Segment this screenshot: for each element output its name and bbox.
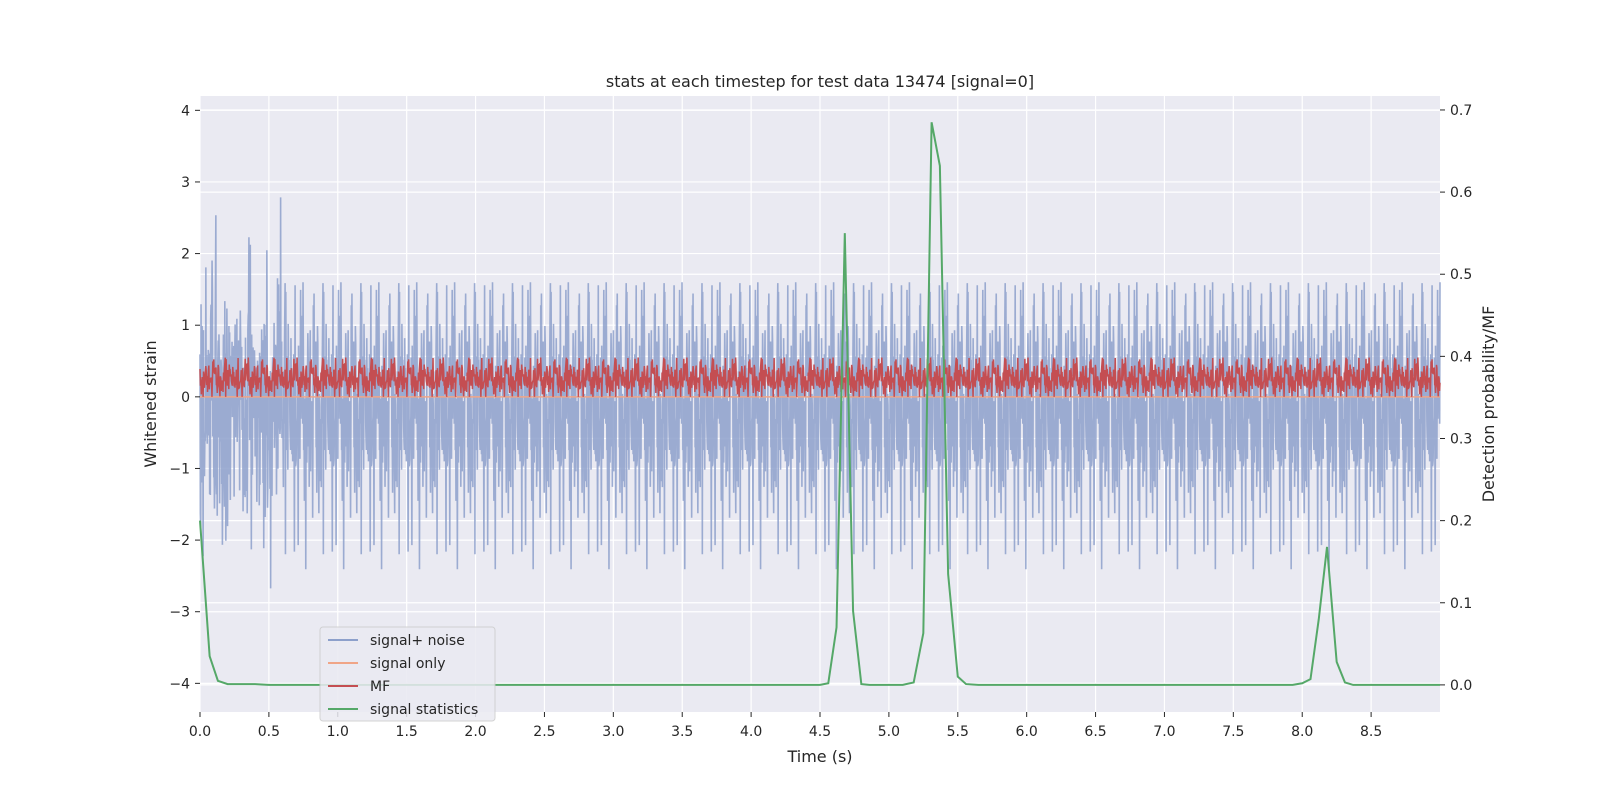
legend-label-mf: MF bbox=[370, 679, 390, 695]
x-tick-label: 0.5 bbox=[258, 724, 280, 740]
legend-label-signal-noise: signal+ noise bbox=[370, 633, 465, 649]
right-axis: 0.0 0.1 0.2 0.3 0.4 0.5 0.6 0.7 bbox=[1440, 103, 1472, 694]
y-tick-label: 4 bbox=[181, 103, 190, 119]
y-tick-label: −1 bbox=[169, 461, 190, 477]
series-signal-statistics bbox=[199, 122, 1440, 686]
x-tick-label: 8.5 bbox=[1360, 724, 1382, 740]
x-tick-label: 8.0 bbox=[1291, 724, 1313, 740]
y-tick-label: 2 bbox=[181, 247, 190, 263]
x-axis-label: Time (s) bbox=[786, 747, 852, 766]
y-right-tick-label: 0.7 bbox=[1450, 103, 1472, 119]
legend-box bbox=[319, 626, 496, 722]
bottom-axis: 0.0 0.5 1.0 1.5 2.0 2.5 3.0 3.5 4.0 4.5 5.0 5.5 6.0 6… bbox=[189, 712, 1382, 740]
series-signal-noise bbox=[199, 197, 1441, 589]
left-axis: −4 −3 −2 −1 0 1 2 3 4 bbox=[169, 103, 200, 692]
x-tick-label: 3.5 bbox=[671, 724, 693, 740]
y-tick-label: 3 bbox=[181, 175, 190, 191]
y-tick-label: −2 bbox=[169, 533, 190, 549]
x-tick-label: 7.0 bbox=[1153, 724, 1175, 740]
y-right-tick-label: 0.5 bbox=[1450, 267, 1472, 283]
y-right-tick-label: 0.1 bbox=[1450, 596, 1472, 612]
chart-title: stats at each timestep for test data 134… bbox=[606, 72, 1034, 91]
x-tick-label: 1.0 bbox=[327, 724, 349, 740]
x-tick-label: 4.0 bbox=[740, 724, 762, 740]
series-mf bbox=[199, 357, 1441, 397]
legend-label-signal-statistics: signal statistics bbox=[370, 702, 478, 718]
x-tick-label: 3.0 bbox=[602, 724, 624, 740]
x-tick-label: 1.5 bbox=[396, 724, 418, 740]
x-tick-label: 4.5 bbox=[809, 724, 831, 740]
y-right-tick-label: 0.2 bbox=[1450, 514, 1472, 530]
x-tick-label: 5.0 bbox=[878, 724, 900, 740]
x-tick-label: 2.5 bbox=[533, 724, 555, 740]
y-right-tick-label: 0.0 bbox=[1450, 678, 1472, 694]
legend-label-signal-only: signal only bbox=[370, 656, 445, 672]
y-axis-label: Whitened strain bbox=[141, 340, 160, 467]
y-right-tick-label: 0.4 bbox=[1450, 349, 1472, 365]
x-tick-label: 6.0 bbox=[1016, 724, 1038, 740]
y-tick-label: −4 bbox=[169, 676, 190, 692]
legend: signal+ noise signal only MF signal stat… bbox=[319, 626, 496, 722]
x-tick-label: 7.5 bbox=[1222, 724, 1244, 740]
x-tick-label: 5.5 bbox=[947, 724, 969, 740]
x-tick-label: 2.0 bbox=[464, 724, 486, 740]
x-tick-label: 0.0 bbox=[189, 724, 211, 740]
y-axis-right-label: Detection probability/MF bbox=[1479, 306, 1498, 503]
x-tick-label: 6.5 bbox=[1084, 724, 1106, 740]
y-tick-label: −3 bbox=[169, 605, 190, 621]
y-right-tick-label: 0.3 bbox=[1450, 431, 1472, 447]
y-tick-label: 1 bbox=[181, 318, 190, 334]
series-layer bbox=[199, 122, 1441, 686]
y-right-tick-label: 0.6 bbox=[1450, 185, 1472, 201]
y-tick-label: 0 bbox=[181, 390, 190, 406]
